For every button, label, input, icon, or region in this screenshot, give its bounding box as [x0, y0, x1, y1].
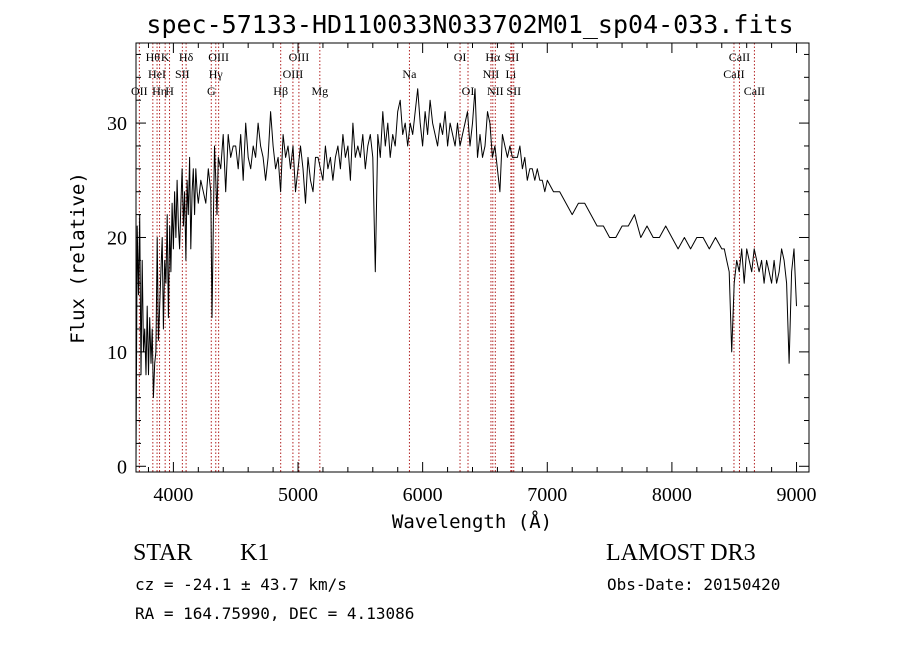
- spectral-line-label: CaII: [729, 50, 750, 64]
- spectral-line-label: SII: [505, 50, 520, 64]
- spectral-line-label: OI: [462, 84, 475, 98]
- spectral-line-label: Hδ: [179, 50, 194, 64]
- spectral-line-label: Mg: [311, 84, 328, 98]
- spectral-line-label: Hα: [485, 50, 501, 64]
- spectral-line-label: K: [161, 50, 170, 64]
- spectral-line-label: CaII: [744, 84, 765, 98]
- redshift-text: cz = -24.1 ± 43.7 km/s: [135, 575, 347, 594]
- spectral-line-label: OIII: [208, 50, 229, 64]
- y-tick-label: 20: [107, 227, 127, 249]
- spectral-line-label: OIII: [289, 50, 310, 64]
- spectrum-series: [135, 88, 797, 467]
- spectral-line-label: CaII: [723, 67, 744, 81]
- x-axis-label: Wavelength (Å): [392, 510, 552, 533]
- spectrum-line: [135, 88, 797, 467]
- spectral-line-label: H: [165, 84, 174, 98]
- spectral-line-label: SII: [506, 84, 521, 98]
- x-tick-label: 7000: [527, 484, 567, 506]
- y-axis-label: Flux (relative): [67, 172, 89, 344]
- spectral-line-label: NII: [483, 67, 500, 81]
- spectral-line-label: Hγ: [209, 67, 224, 81]
- spectral-line-label: Hη: [152, 84, 167, 98]
- x-tick-label: 5000: [278, 484, 318, 506]
- x-tick-label: 8000: [652, 484, 692, 506]
- spectral-line-label: Hθ: [146, 50, 161, 64]
- spectral-line-label: OII: [131, 84, 148, 98]
- spectral-line-label: HeI: [148, 67, 166, 81]
- x-tick-label: 9000: [777, 484, 817, 506]
- survey-name: LAMOST DR3: [606, 540, 756, 566]
- spectral-line-label: Hβ: [273, 84, 288, 98]
- x-tick-label: 4000: [153, 484, 193, 506]
- spectral-line-label: NII: [487, 84, 504, 98]
- spectral-line-label: Na: [402, 67, 417, 81]
- y-tick-label: 30: [107, 113, 127, 135]
- x-tick-label: 6000: [403, 484, 443, 506]
- spectral-line-label: SII: [175, 67, 190, 81]
- spectral-line-label: OIII: [283, 67, 304, 81]
- coordinates-text: RA = 164.75990, DEC = 4.13086: [135, 604, 414, 623]
- obs-date-text: Obs-Date: 20150420: [607, 575, 780, 594]
- plot-frame: [135, 42, 810, 473]
- spectral-line-label: G: [207, 84, 216, 98]
- y-tick-label: 0: [117, 456, 127, 478]
- chart-title: spec-57133-HD110033N033702M01_sp04-033.f…: [146, 10, 793, 39]
- spectral-line-markers: OIIHθHeIHηKHSIIHδGHγOIIIHβOIIIOIIIMgNaOI…: [131, 43, 765, 472]
- object-subclass: K1: [240, 540, 269, 566]
- axis-ticks: [136, 43, 809, 472]
- tick-labels: 4000 5000 6000 7000 8000 9000 0 10 20 30: [107, 113, 817, 506]
- object-class: STAR: [133, 540, 192, 566]
- spectral-line-label: Li: [506, 67, 517, 81]
- y-tick-label: 10: [107, 342, 127, 364]
- spectral-line-label: OI: [454, 50, 467, 64]
